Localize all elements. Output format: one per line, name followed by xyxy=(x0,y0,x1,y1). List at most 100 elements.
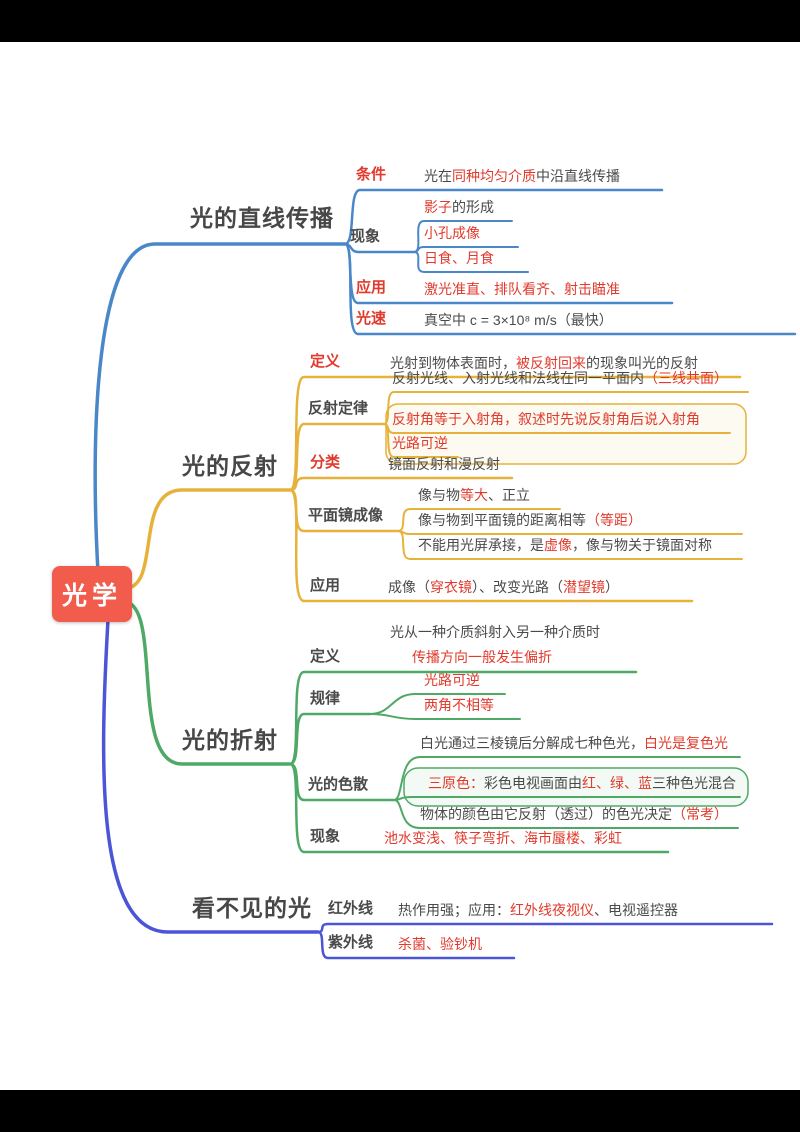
text-segment: 热作用强；应用： xyxy=(398,902,510,918)
text-segment: 小孔成像 xyxy=(424,225,480,241)
text-segment: 穿衣镜 xyxy=(430,579,472,595)
node-label-application2[interactable]: 应用 xyxy=(310,576,340,596)
text-segment: 成像（ xyxy=(388,579,430,595)
node-label-infrared[interactable]: 红外线 xyxy=(328,899,373,919)
text-segment: 同种均匀介质 xyxy=(452,168,536,184)
text-segment: 光路可逆 xyxy=(392,435,448,451)
text-segment: 中沿直线传播 xyxy=(536,168,620,184)
text-segment: 、电视遥控器 xyxy=(594,902,678,918)
text-segment: 传播方向一般发生偏折 xyxy=(412,649,552,665)
branch-lines-straight xyxy=(93,188,797,574)
node-label-text: 应用 xyxy=(310,577,341,594)
node-content-infrared[interactable]: 热作用强；应用：红外线夜视仪、电视遥控器 xyxy=(398,900,678,920)
text-segment: （三线共面） xyxy=(644,370,728,386)
text-segment: 光在 xyxy=(424,168,452,184)
text-segment: 、正立 xyxy=(488,487,530,503)
node-label-phenomena-refraction[interactable]: 现象 xyxy=(310,827,340,847)
text-segment: 潜望镜 xyxy=(563,579,605,595)
node-label-text: 平面镜成像 xyxy=(308,507,384,524)
node-label-text: 定义 xyxy=(310,648,341,665)
node-content-mirror-distance[interactable]: 像与物到平面镜的距离相等（等距） xyxy=(418,510,642,530)
node-label-text: 分类 xyxy=(310,454,341,471)
node-content-definition-refraction-line2[interactable]: 传播方向一般发生偏折 xyxy=(412,647,552,667)
text-segment: ）、改变光路（ xyxy=(472,579,563,595)
node-content-reversible-reflection[interactable]: 光路可逆 xyxy=(392,433,448,453)
text-segment: 真空中 c = 3×10⁸ m/s（最快） xyxy=(424,312,613,328)
node-content-shadow[interactable]: 影子的形成 xyxy=(424,197,494,217)
boundary-box-reflection-law xyxy=(385,403,747,465)
node-content-definition-reflection[interactable]: 光射到物体表面时，被反射回来的现象叫光的反射 xyxy=(390,353,698,373)
node-content-reversible-refraction[interactable]: 光路可逆 xyxy=(424,670,480,690)
branch-label-invisible[interactable]: 看不见的光 xyxy=(192,894,312,922)
text-segment: ） xyxy=(605,579,619,595)
root-node[interactable]: 光学 xyxy=(52,566,132,622)
text-segment: 红外线夜视仪 xyxy=(510,902,594,918)
text-segment: 三原色： xyxy=(428,775,484,791)
node-content-primary-colors[interactable]: 三原色：彩色电视画面由红、绿、蓝三种色光混合 xyxy=(428,773,736,793)
node-label-plane-mirror[interactable]: 平面镜成像 xyxy=(308,506,383,526)
node-label-types[interactable]: 分类 xyxy=(310,453,340,473)
node-content-application2[interactable]: 成像（穿衣镜）、改变光路（潜望镜） xyxy=(388,577,619,597)
node-label-text: 光速 xyxy=(356,310,387,327)
text-segment: 物体的颜色由它反射（透过）的色光决定 xyxy=(420,806,672,822)
node-content-object-color[interactable]: 物体的颜色由它反射（透过）的色光决定（常考） xyxy=(420,804,728,824)
text-segment: 杀菌、验钞机 xyxy=(398,936,482,952)
text-segment: 反射角等于入射角，叙述时先说反射角后说入射角 xyxy=(392,411,700,427)
node-label-ultraviolet[interactable]: 紫外线 xyxy=(328,933,373,953)
text-segment: 不能用光屏承接，是 xyxy=(418,537,544,553)
text-segment: （常考） xyxy=(672,806,728,822)
node-label-phenomena[interactable]: 现象 xyxy=(350,227,380,247)
text-segment: 光路可逆 xyxy=(424,672,480,688)
node-content-angles-unequal[interactable]: 两角不相等 xyxy=(424,695,494,715)
node-content-ultraviolet[interactable]: 杀菌、验钞机 xyxy=(398,934,482,954)
node-label-text: 反射定律 xyxy=(308,400,369,417)
boundary-box-primary-colors xyxy=(403,767,749,807)
text-segment: ，像与物关于镜面对称 xyxy=(572,537,712,553)
text-segment: 影子 xyxy=(424,199,452,215)
node-label-dispersion[interactable]: 光的色散 xyxy=(308,775,368,795)
node-label-condition[interactable]: 条件 xyxy=(356,165,386,185)
node-content-pinhole[interactable]: 小孔成像 xyxy=(424,223,480,243)
node-label-definition-refraction[interactable]: 定义 xyxy=(310,647,340,667)
node-content-lightspeed[interactable]: 真空中 c = 3×10⁸ m/s（最快） xyxy=(424,310,613,330)
branch-lines-reflection xyxy=(126,375,749,603)
node-label-refraction-law[interactable]: 规律 xyxy=(310,689,340,709)
node-content-prism[interactable]: 白光通过三棱镜后分解成七种色光，白光是复色光 xyxy=(420,733,728,753)
node-content-types[interactable]: 镜面反射和漫反射 xyxy=(388,454,500,474)
text-segment: 两角不相等 xyxy=(424,697,494,713)
text-segment: 日食、月食 xyxy=(424,250,494,266)
node-content-eclipse[interactable]: 日食、月食 xyxy=(424,248,494,268)
node-label-application1[interactable]: 应用 xyxy=(356,278,386,298)
branch-label-straight[interactable]: 光的直线传播 xyxy=(190,204,334,232)
node-label-text: 应用 xyxy=(356,279,387,296)
node-label-text: 紫外线 xyxy=(328,934,374,951)
branch-label-text: 光的直线传播 xyxy=(190,205,334,231)
node-content-definition-refraction-line1[interactable]: 光从一种介质斜射入另一种介质时 xyxy=(390,622,600,642)
node-label-definition-reflection[interactable]: 定义 xyxy=(310,352,340,372)
branch-label-reflection[interactable]: 光的反射 xyxy=(182,452,278,480)
node-content-condition[interactable]: 光在同种均匀介质中沿直线传播 xyxy=(424,166,620,186)
text-segment: 像与物 xyxy=(418,487,460,503)
text-segment: 白光是复色光 xyxy=(644,735,728,751)
text-segment: 被反射回来 xyxy=(516,355,586,371)
node-content-application1[interactable]: 激光准直、排队看齐、射击瞄准 xyxy=(424,279,620,299)
text-segment: 等大 xyxy=(460,487,488,503)
node-label-text: 光的色散 xyxy=(308,776,369,793)
node-content-phenomena-refraction[interactable]: 池水变浅、筷子弯折、海市蜃楼、彩虹 xyxy=(384,828,622,848)
node-content-coplanar[interactable]: 反射光线、入射光线和法线在同一平面内（三线共面） xyxy=(392,368,728,388)
text-segment: 的形成 xyxy=(452,199,494,215)
node-content-mirror-size[interactable]: 像与物等大、正立 xyxy=(418,485,530,505)
branch-label-refraction[interactable]: 光的折射 xyxy=(182,726,278,754)
node-label-reflection-law[interactable]: 反射定律 xyxy=(308,399,368,419)
text-segment: 彩色电视画面由 xyxy=(484,775,582,791)
text-segment: 红、绿、蓝 xyxy=(582,775,652,791)
node-label-text: 红外线 xyxy=(328,900,374,917)
node-content-mirror-virtual[interactable]: 不能用光屏承接，是虚像，像与物关于镜面对称 xyxy=(418,535,712,555)
text-segment: （等距） xyxy=(586,512,642,528)
node-content-angles-equal[interactable]: 反射角等于入射角，叙述时先说反射角后说入射角 xyxy=(392,409,700,429)
text-segment: 像与物到平面镜的距离相等 xyxy=(418,512,586,528)
node-label-lightspeed[interactable]: 光速 xyxy=(356,309,386,329)
text-segment: 光射到物体表面时， xyxy=(390,355,516,371)
